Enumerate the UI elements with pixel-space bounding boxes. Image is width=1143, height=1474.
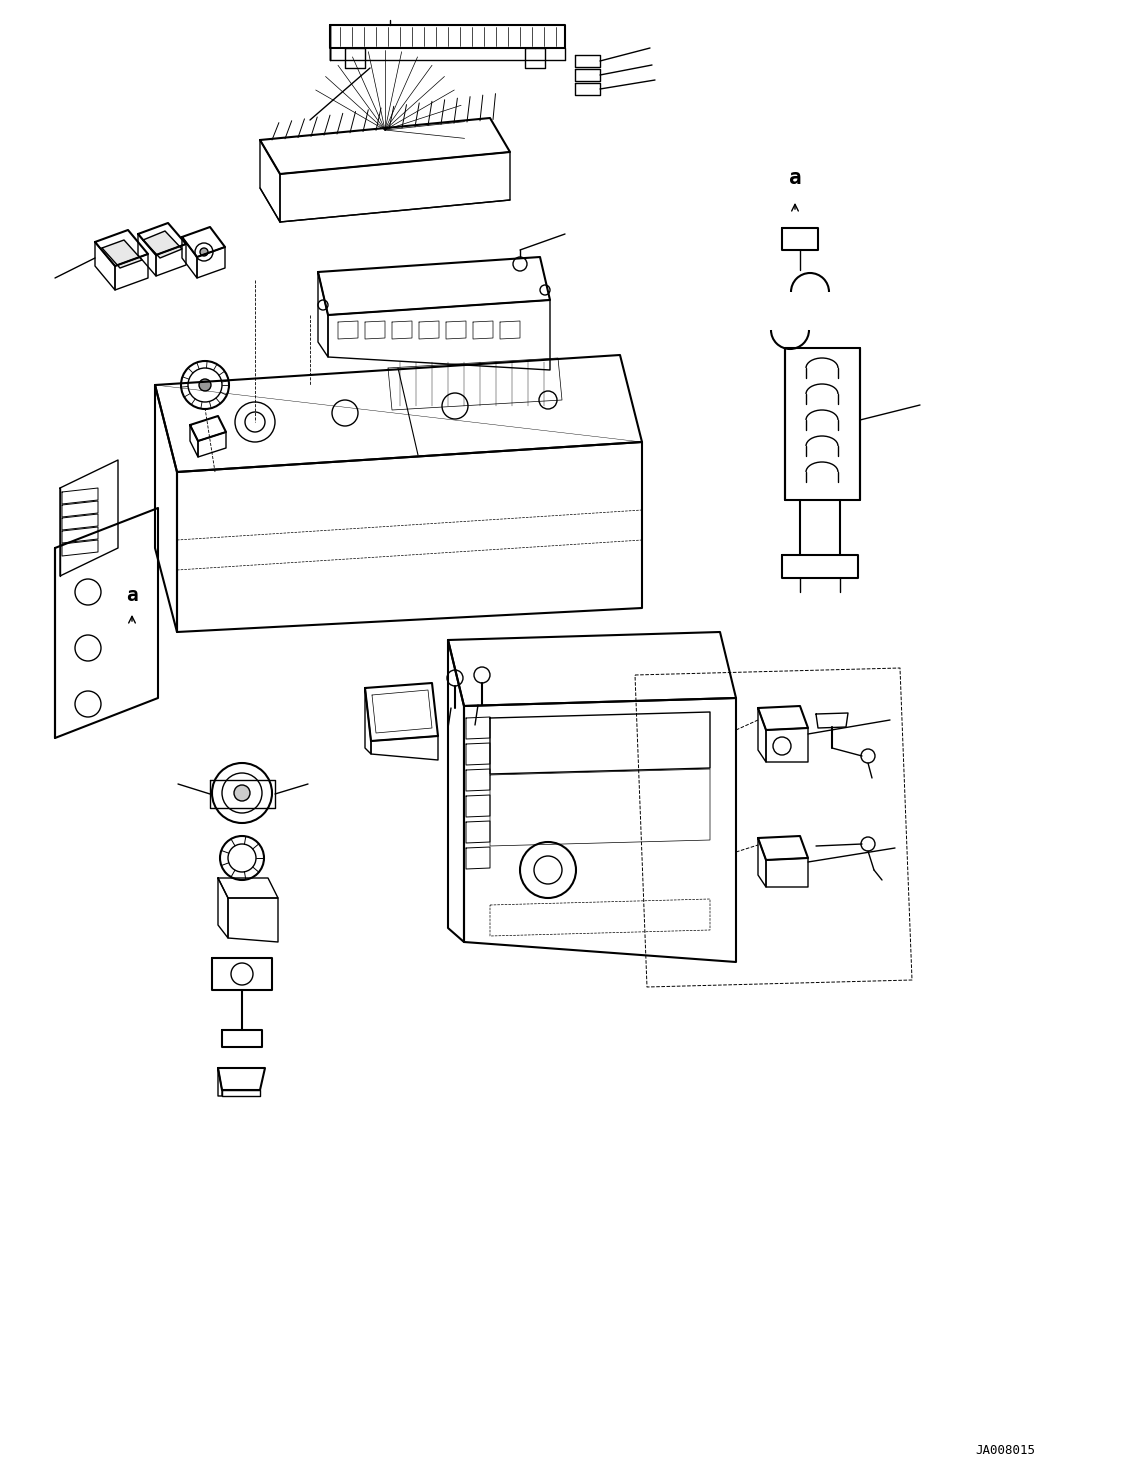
Circle shape — [200, 248, 208, 256]
Text: a: a — [789, 168, 801, 189]
Polygon shape — [102, 240, 142, 268]
Polygon shape — [143, 231, 182, 258]
Circle shape — [234, 786, 250, 800]
Text: JA008015: JA008015 — [975, 1443, 1036, 1456]
Text: a: a — [126, 585, 138, 604]
Circle shape — [199, 379, 211, 391]
